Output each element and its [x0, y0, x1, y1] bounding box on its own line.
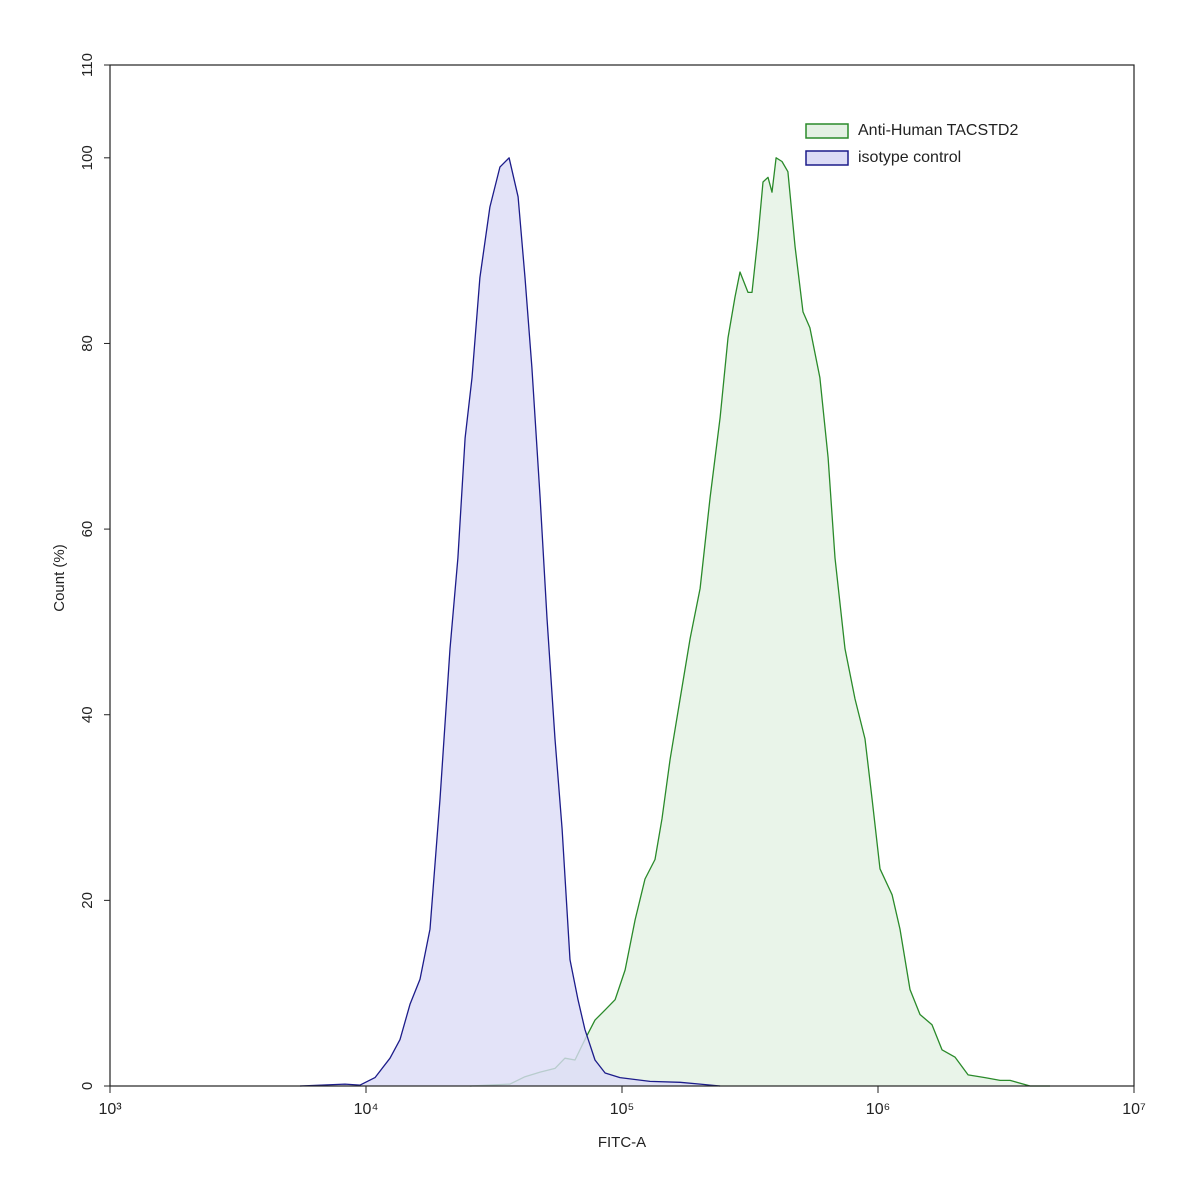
- y-tick-label: 40: [79, 706, 96, 723]
- plot-frame: [109, 64, 1135, 1087]
- histogram-area: [469, 157, 1050, 1087]
- legend-swatch: [805, 150, 849, 166]
- y-tick-label: 20: [79, 892, 96, 909]
- legend-label: isotype control: [858, 149, 961, 166]
- x-tick-label: 10⁷: [1122, 1101, 1146, 1118]
- x-tick-label: 10⁵: [610, 1101, 634, 1118]
- y-axis-title: Count (%): [51, 544, 68, 612]
- y-tick-label: 80: [79, 335, 96, 352]
- legend-label: Anti-Human TACSTD2: [858, 122, 1018, 139]
- y-tick-label: 60: [79, 521, 96, 538]
- legend-swatch: [805, 123, 849, 139]
- x-axis-title: FITC-A: [598, 1134, 646, 1151]
- x-tick-label: 10⁴: [354, 1101, 379, 1118]
- x-tick-label: 10⁶: [866, 1101, 890, 1118]
- y-tick-label: 110: [79, 53, 96, 77]
- y-tick-label: 100: [79, 145, 96, 170]
- x-tick-label: 10³: [98, 1101, 122, 1118]
- histogram-area: [299, 157, 721, 1087]
- y-tick-label: 0: [79, 1082, 96, 1090]
